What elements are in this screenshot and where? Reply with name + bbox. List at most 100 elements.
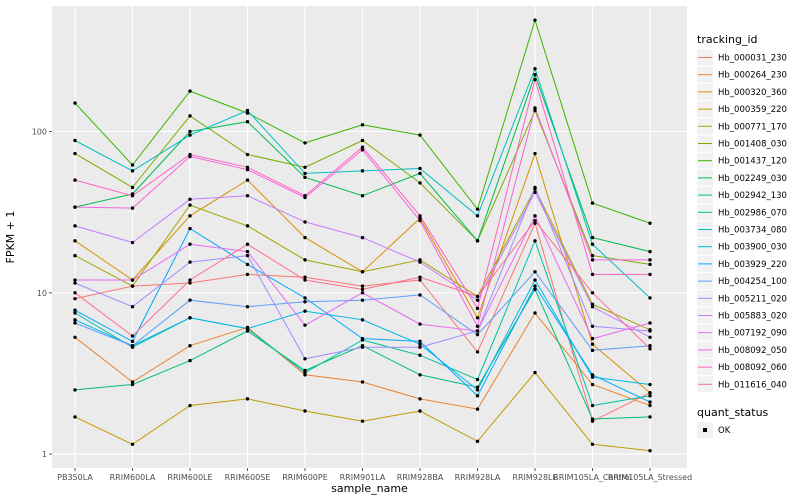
legend-label: Hb_000264_230	[718, 71, 787, 81]
data-point	[188, 281, 192, 285]
data-point	[130, 278, 135, 282]
data-point	[245, 329, 250, 333]
data-point	[648, 347, 652, 351]
data-point	[418, 171, 422, 176]
data-point	[73, 101, 77, 105]
data-point	[648, 221, 652, 225]
data-point	[130, 284, 135, 288]
data-point	[418, 214, 422, 218]
legend-label: Hb_001408_030	[718, 140, 787, 150]
legend-item: Hb_007192_090	[697, 324, 787, 341]
data-point	[360, 138, 365, 143]
data-point	[475, 294, 480, 299]
data-point	[188, 298, 192, 302]
data-point	[303, 193, 307, 198]
data-point	[418, 293, 422, 297]
data-point	[245, 305, 250, 309]
data-point	[418, 181, 422, 185]
data-point	[245, 242, 250, 246]
legend-key-point	[703, 428, 707, 432]
data-point	[590, 253, 595, 258]
data-point	[418, 397, 422, 401]
data-point	[475, 439, 480, 444]
data-point	[360, 284, 365, 288]
data-point	[533, 151, 537, 156]
data-point	[590, 442, 595, 447]
data-point	[533, 77, 537, 82]
data-point	[360, 345, 365, 349]
data-point	[648, 448, 652, 453]
data-point	[533, 270, 537, 274]
data-point	[590, 272, 595, 277]
legend-item: Hb_002986_070	[697, 204, 787, 221]
legend-item: Hb_003900_030	[697, 238, 787, 255]
legend-item: Hb_001408_030	[697, 135, 787, 152]
legend-item: Hb_008092_050	[697, 341, 787, 358]
data-point	[648, 262, 652, 267]
legend-label: Hb_003734_080	[718, 226, 787, 236]
data-point	[475, 298, 480, 302]
data-point	[73, 239, 77, 243]
data-point	[360, 298, 365, 302]
x-tick-label: RRIM600LA	[110, 473, 156, 482]
data-point	[188, 89, 192, 93]
data-point	[590, 417, 595, 421]
data-point	[188, 152, 192, 157]
data-point	[245, 167, 250, 172]
data-point	[303, 300, 307, 304]
data-point	[475, 324, 480, 328]
y-axis-title: FPKM + 1	[4, 211, 17, 264]
data-point	[533, 67, 537, 71]
data-point	[648, 400, 652, 404]
data-point	[303, 278, 307, 282]
data-point	[303, 296, 307, 300]
data-point	[590, 348, 595, 353]
x-tick-label: PB350LA	[57, 473, 93, 482]
data-point	[73, 415, 77, 419]
data-point	[188, 316, 192, 320]
data-point	[360, 287, 365, 292]
data-point	[245, 224, 250, 228]
data-point	[245, 272, 250, 277]
data-point	[418, 275, 422, 279]
legend-label: Hb_000359_220	[718, 105, 787, 115]
legend-item: Hb_002249_030	[697, 169, 787, 186]
data-point	[590, 242, 595, 246]
data-point	[475, 388, 480, 392]
legend-item: Hb_000771_170	[697, 118, 787, 135]
data-point	[360, 336, 365, 341]
data-point	[533, 106, 537, 110]
data-points	[73, 18, 652, 453]
data-point	[130, 442, 135, 447]
data-point	[245, 397, 250, 401]
legend-item: Hb_008092_060	[697, 359, 787, 376]
data-point	[360, 148, 365, 152]
data-point	[475, 239, 480, 243]
x-tick-label: RRIM105LA_Control	[553, 473, 632, 482]
data-point	[73, 224, 77, 228]
x-tick-label: RRIM105LA_Stressed	[608, 473, 692, 482]
data-point	[590, 291, 595, 295]
data-point	[475, 377, 480, 382]
data-point	[418, 373, 422, 377]
data-point	[360, 291, 365, 295]
legend-label: Hb_003929_220	[718, 260, 787, 270]
legend-item: Hb_000031_230	[697, 49, 787, 66]
legend-item: Hb_000320_360	[697, 83, 787, 100]
legend-label: Hb_002942_130	[718, 191, 787, 201]
data-point	[130, 163, 135, 167]
x-tick-label: RRIM600LE	[167, 473, 212, 482]
data-point	[418, 409, 422, 413]
data-point	[590, 201, 595, 205]
data-point	[245, 249, 250, 254]
x-tick-label: RRIM928LA	[455, 473, 501, 482]
legend-label: Hb_002986_070	[718, 208, 787, 218]
data-point	[73, 291, 77, 295]
data-point	[73, 335, 77, 339]
data-point	[533, 73, 537, 77]
legend-item: Hb_003929_220	[697, 255, 787, 272]
data-point	[303, 370, 307, 375]
data-point	[533, 185, 537, 190]
data-point	[245, 111, 250, 115]
data-point	[303, 258, 307, 262]
